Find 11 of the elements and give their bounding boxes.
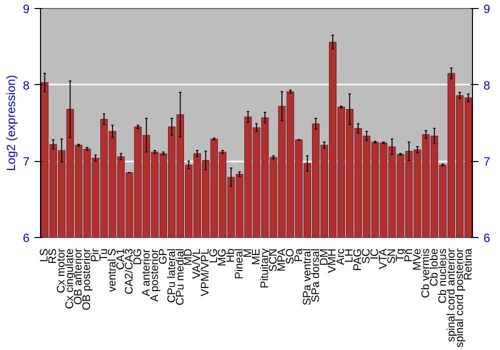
y2-tick-label: 6 (484, 231, 490, 245)
y2-tick-label: 9 (484, 2, 490, 16)
x-tick-label: Tg (394, 248, 406, 262)
y-tick-label: 6 (22, 231, 30, 245)
y-tick-label: 8 (22, 78, 30, 92)
y-tick-label: 7 (22, 154, 30, 169)
y2-tick-label: 8 (484, 78, 490, 92)
y-tick-label: 9 (22, 2, 30, 16)
y-axis-title: Log2 (expression) (4, 74, 18, 172)
x-tick-label: A posterior (148, 248, 161, 302)
y2-tick-label: 7 (484, 154, 490, 169)
